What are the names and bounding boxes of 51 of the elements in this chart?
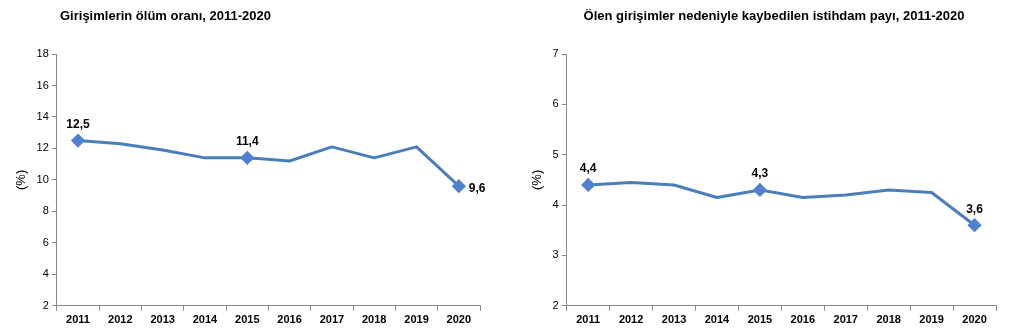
data-label: 12,5 bbox=[66, 116, 90, 131]
y-tick-label: 14 bbox=[36, 109, 49, 122]
point bbox=[452, 179, 466, 193]
x-tick-label: 2013 bbox=[661, 313, 687, 326]
x-tick-label: 2014 bbox=[192, 313, 219, 326]
y-tick-label: 3 bbox=[552, 248, 559, 261]
chart-title: Girişimlerin ölüm oranı, 2011-2020 bbox=[60, 8, 271, 23]
x-tick-label: 2018 bbox=[361, 313, 387, 326]
data-label: 4,3 bbox=[751, 166, 769, 181]
y-tick-label: 4 bbox=[552, 198, 559, 211]
data-label: 11,4 bbox=[235, 134, 259, 149]
y-tick-label: 4 bbox=[42, 267, 49, 280]
y-tick-label: 5 bbox=[552, 147, 559, 160]
data-label: 9,6 bbox=[468, 180, 486, 195]
y-tick-label: 16 bbox=[36, 78, 49, 91]
x-tick-label: 2013 bbox=[150, 313, 175, 326]
x-tick-label: 2011 bbox=[66, 313, 90, 326]
x-tick-label: 2014 bbox=[704, 313, 731, 326]
point bbox=[753, 183, 767, 197]
point bbox=[240, 151, 254, 165]
x-tick-label: 2015 bbox=[235, 313, 260, 326]
y-tick-label: 6 bbox=[42, 235, 49, 248]
x-tick-label: 2017 bbox=[319, 313, 345, 326]
y-tick-label: 8 bbox=[42, 204, 49, 217]
y-tick-label: 2 bbox=[42, 298, 49, 311]
x-tick-label: 2012 bbox=[618, 313, 644, 326]
y-axis-title: (%) bbox=[529, 169, 545, 191]
x-tick-label: 2016 bbox=[790, 313, 816, 326]
y-tick-label: 12 bbox=[36, 141, 49, 154]
point bbox=[968, 218, 982, 232]
x-tick-label: 2017 bbox=[833, 313, 858, 326]
x-tick-label: 2019 bbox=[404, 313, 429, 326]
chart-title: Ölen girişimler nedeniyle kaybedilen istihdam payı, 2011-2020 bbox=[583, 8, 965, 23]
data-label: 4,4 bbox=[579, 161, 597, 176]
x-tick-label: 2018 bbox=[876, 313, 901, 326]
x-tick-label: 2020 bbox=[446, 313, 472, 326]
point bbox=[71, 134, 85, 148]
data-label: 3,6 bbox=[966, 201, 984, 216]
x-tick-label: 2016 bbox=[277, 313, 302, 326]
y-tick-label: 6 bbox=[552, 97, 559, 110]
x-tick-label: 2012 bbox=[108, 313, 133, 326]
y-tick-label: 2 bbox=[552, 298, 559, 311]
x-tick-label: 2011 bbox=[576, 313, 601, 326]
y-tick-label: 7 bbox=[552, 47, 559, 60]
y-tick-label: 18 bbox=[36, 47, 49, 60]
x-tick-label: 2019 bbox=[919, 313, 944, 326]
y-axis-title: (%) bbox=[13, 169, 29, 191]
point bbox=[581, 178, 595, 192]
x-tick-label: 2020 bbox=[962, 313, 987, 326]
y-tick-label: 10 bbox=[36, 172, 49, 185]
x-tick-label: 2015 bbox=[747, 313, 773, 326]
